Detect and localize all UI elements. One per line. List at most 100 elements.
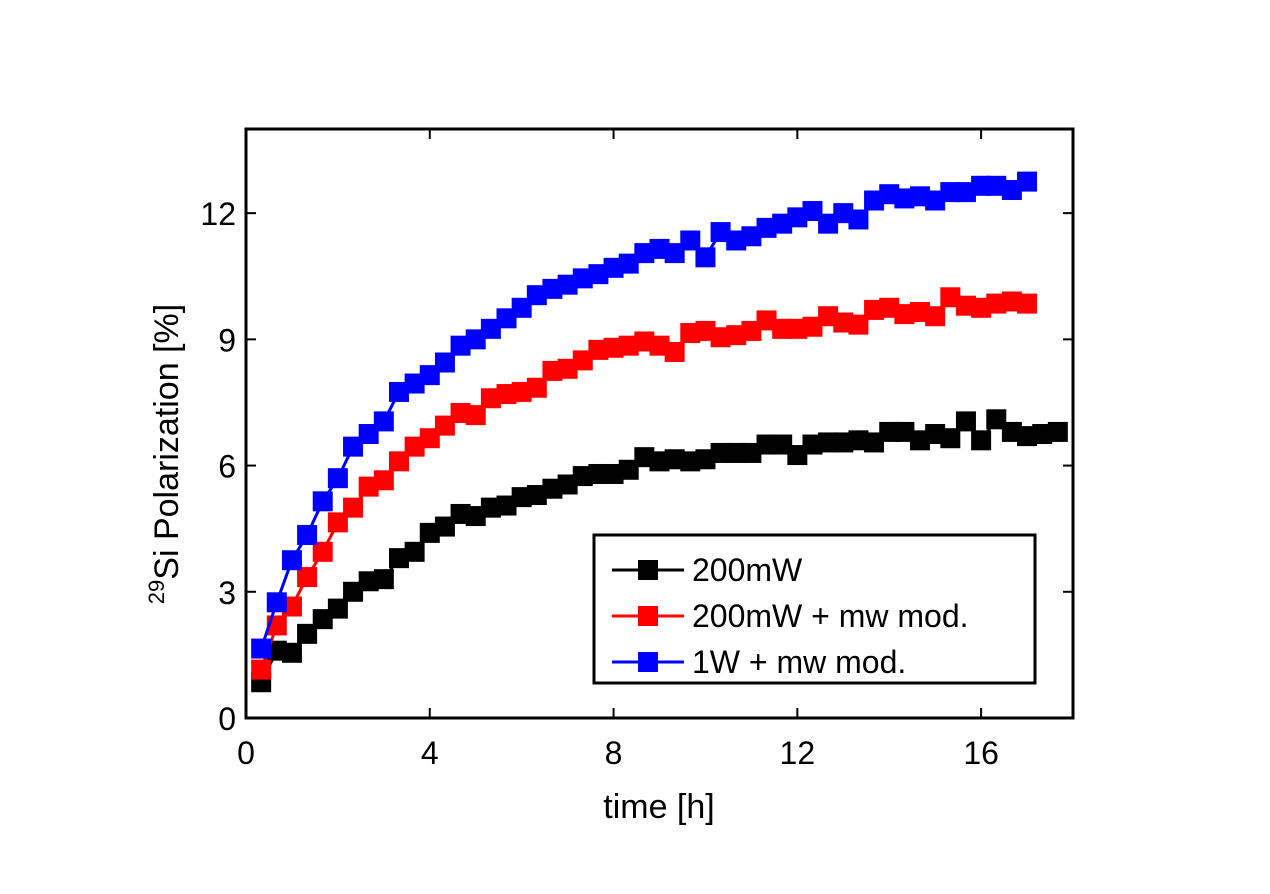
data-point [266, 592, 287, 613]
data-point [450, 335, 471, 356]
data-point [496, 495, 517, 516]
data-point [434, 516, 455, 537]
data-point [741, 320, 762, 341]
data-point [955, 295, 976, 316]
data-point [695, 449, 716, 470]
data-point [1017, 293, 1038, 314]
data-point [388, 451, 409, 472]
data-point [879, 421, 900, 442]
data-point [557, 274, 578, 295]
data-point [572, 350, 593, 371]
data-point [343, 581, 364, 602]
y-tick-label: 12 [200, 196, 236, 232]
data-point [848, 430, 869, 451]
data-point [955, 411, 976, 432]
data-point [327, 468, 348, 489]
data-point [1047, 421, 1068, 442]
data-point [833, 203, 854, 224]
data-point [603, 463, 624, 484]
x-axis-label: time [h] [603, 788, 714, 826]
data-point [542, 360, 563, 381]
data-point [1017, 171, 1038, 192]
data-point [925, 424, 946, 445]
data-point [680, 451, 701, 472]
series-layer [251, 171, 1068, 693]
data-point [281, 642, 302, 663]
data-point [373, 569, 394, 590]
data-point [772, 213, 793, 234]
data-point [634, 447, 655, 468]
data-point [480, 497, 501, 518]
x-tick-label: 8 [605, 735, 623, 771]
data-point [557, 474, 578, 495]
data-point [818, 213, 839, 234]
data-point [986, 409, 1007, 430]
data-point [664, 341, 685, 362]
y-tick-label: 9 [218, 322, 236, 358]
data-point [281, 550, 302, 571]
legend-marker [638, 606, 658, 626]
data-point [1032, 424, 1053, 445]
data-point [251, 659, 272, 680]
data-point [618, 335, 639, 356]
data-point [772, 434, 793, 455]
data-point [772, 318, 793, 339]
legend-item: 1W + mw mod. [612, 644, 906, 680]
data-point [388, 381, 409, 402]
data-point [542, 478, 563, 499]
y-axis-label-superscript: 29 [144, 580, 169, 604]
data-point [588, 463, 609, 484]
data-point [358, 424, 379, 445]
data-point [910, 186, 931, 207]
data-point [649, 451, 670, 472]
data-point [526, 485, 547, 506]
data-point [710, 222, 731, 243]
data-point [450, 402, 471, 423]
data-point [251, 638, 272, 659]
y-tick-label: 6 [218, 449, 236, 485]
data-point [358, 476, 379, 497]
data-point [297, 524, 318, 545]
data-point [726, 325, 747, 346]
legend-marker [638, 652, 658, 672]
data-point [910, 430, 931, 451]
data-point [894, 188, 915, 209]
data-point [971, 430, 992, 451]
data-point [726, 442, 747, 463]
legend-label: 200mW + mw mod. [692, 598, 969, 634]
data-point [588, 264, 609, 285]
data-point [649, 238, 670, 259]
data-point [465, 329, 486, 350]
x-tick-label: 16 [963, 735, 999, 771]
data-point [496, 384, 517, 405]
data-point [940, 182, 961, 203]
y-axis-label-main: Si Polarization [%] [148, 304, 186, 580]
data-point [373, 470, 394, 491]
legend-marker [638, 560, 658, 580]
data-point [281, 596, 302, 617]
data-point [419, 428, 440, 449]
data-point [695, 320, 716, 341]
data-point [603, 257, 624, 278]
data-point [802, 316, 823, 337]
data-point [802, 434, 823, 455]
legend-item: 200mW [612, 552, 803, 588]
data-point [388, 548, 409, 569]
plot-frame [244, 127, 1075, 720]
data-point [864, 432, 885, 453]
data-point [297, 567, 318, 588]
data-point [955, 182, 976, 203]
data-point [879, 297, 900, 318]
data-point [419, 365, 440, 386]
data-point [833, 432, 854, 453]
data-point [940, 428, 961, 449]
x-tick-label: 0 [237, 735, 255, 771]
data-point [818, 306, 839, 327]
data-point [864, 190, 885, 211]
data-point [802, 201, 823, 222]
data-point [511, 297, 532, 318]
data-point [327, 512, 348, 533]
data-point [327, 598, 348, 619]
data-point [465, 506, 486, 527]
legend-label: 200mW [692, 552, 803, 588]
